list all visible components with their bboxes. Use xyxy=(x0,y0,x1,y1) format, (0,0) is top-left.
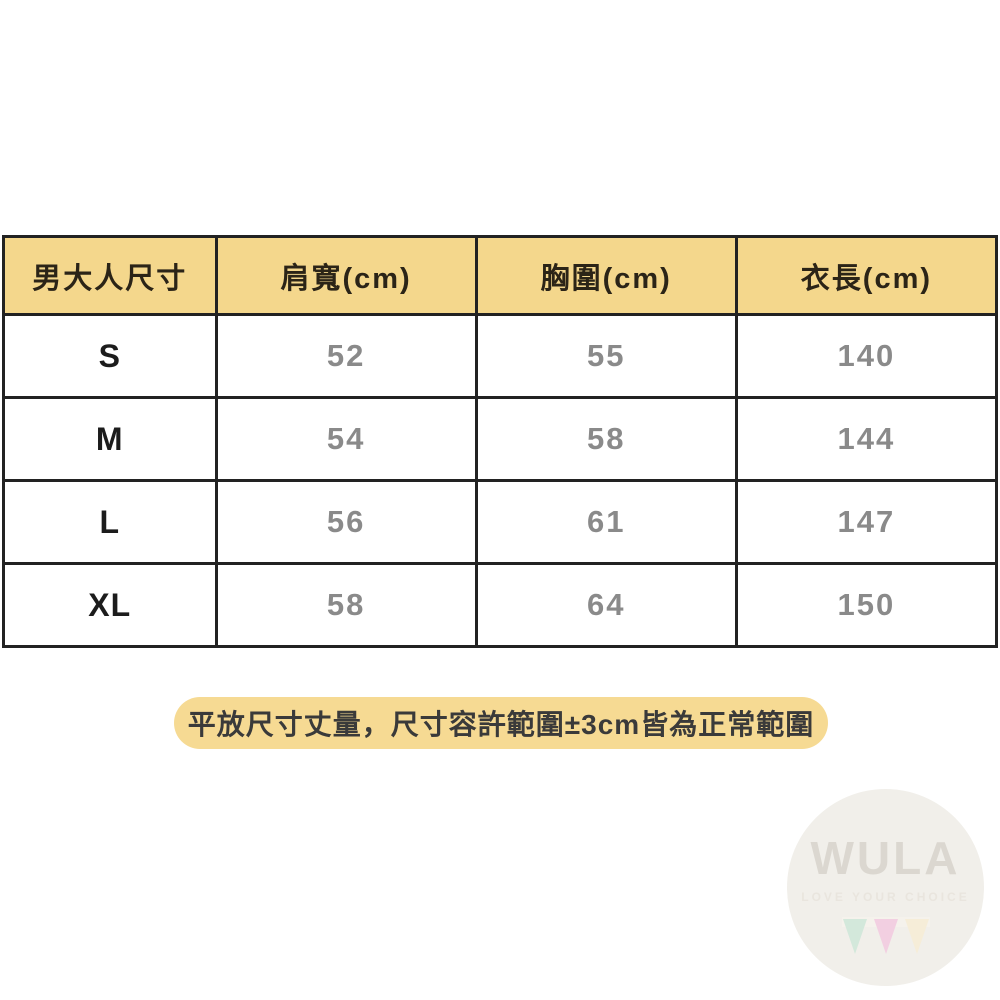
note-text: 平放尺寸丈量，尺寸容許範圍±3cm皆為正常範圍 xyxy=(187,709,815,740)
table-row-xl: XL 58 64 150 xyxy=(2,562,999,648)
table-row-l: L 56 61 147 xyxy=(2,479,999,565)
shoulder-value: 58 xyxy=(214,562,478,648)
shoulder-value: 52 xyxy=(214,313,478,399)
table-row-s: S 52 55 140 xyxy=(2,313,999,399)
chest-value: 64 xyxy=(474,562,738,648)
length-value: 140 xyxy=(734,313,999,399)
header-cell-size-label: 男大人尺寸 xyxy=(2,235,218,316)
green-triangle-icon xyxy=(842,919,867,954)
chest-value: 58 xyxy=(474,396,738,482)
wula-watermark-logo: WULA LOVE YOUR CHOICE xyxy=(787,789,984,986)
shoulder-value: 56 xyxy=(214,479,478,565)
size-chart-table: 男大人尺寸 肩寬(cm) 胸圍(cm) 衣長(cm) S 52 55 140 M… xyxy=(2,235,999,648)
pink-triangle-icon xyxy=(873,919,898,954)
header-cell-shoulder: 肩寬(cm) xyxy=(214,235,478,316)
chest-value: 61 xyxy=(474,479,738,565)
length-value: 150 xyxy=(734,562,999,648)
size-label: L xyxy=(2,479,218,565)
shoulder-value: 54 xyxy=(214,396,478,482)
header-cell-chest: 胸圍(cm) xyxy=(474,235,738,316)
brand-tagline: LOVE YOUR CHOICE xyxy=(801,890,970,904)
table-row-m: M 54 58 144 xyxy=(2,396,999,482)
cream-triangle-icon xyxy=(904,919,929,954)
size-label: S xyxy=(2,313,218,399)
length-value: 147 xyxy=(734,479,999,565)
brand-name: WULA xyxy=(810,832,961,884)
triangle-flags-icon xyxy=(842,919,929,954)
size-label: M xyxy=(2,396,218,482)
table-header-row: 男大人尺寸 肩寬(cm) 胸圍(cm) 衣長(cm) xyxy=(2,235,999,316)
measurement-tolerance-note: 平放尺寸丈量，尺寸容許範圍±3cm皆為正常範圍 xyxy=(174,697,828,749)
header-cell-length: 衣長(cm) xyxy=(734,235,999,316)
size-label: XL xyxy=(2,562,218,648)
chest-value: 55 xyxy=(474,313,738,399)
length-value: 144 xyxy=(734,396,999,482)
